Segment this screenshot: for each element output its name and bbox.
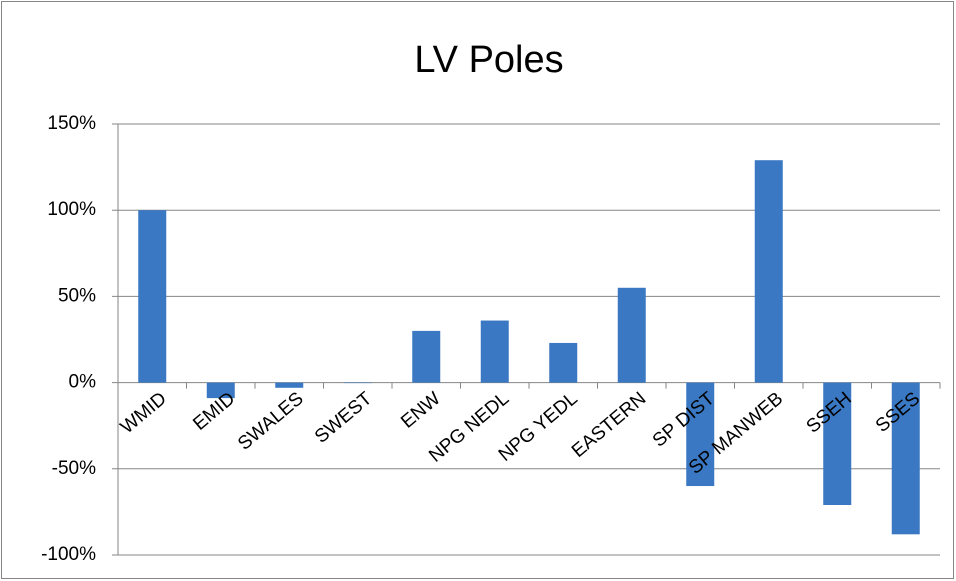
bar xyxy=(891,382,920,535)
bar xyxy=(206,382,235,399)
bar xyxy=(480,320,509,383)
bar xyxy=(412,330,441,383)
bar xyxy=(343,382,372,384)
y-tick-label: 50% xyxy=(58,285,96,306)
y-tick-label: -50% xyxy=(52,458,96,479)
bar xyxy=(823,382,852,506)
bar xyxy=(275,382,304,388)
bar xyxy=(549,342,578,383)
bar xyxy=(617,287,646,383)
bar xyxy=(754,160,783,383)
y-tick-label: 100% xyxy=(47,199,96,220)
y-tick-label: -100% xyxy=(41,544,96,565)
bar xyxy=(138,210,167,383)
y-tick-label: 0% xyxy=(69,372,97,393)
y-tick-label: 150% xyxy=(47,113,96,134)
bar xyxy=(686,382,715,487)
chart-title: LV Poles xyxy=(414,39,563,81)
